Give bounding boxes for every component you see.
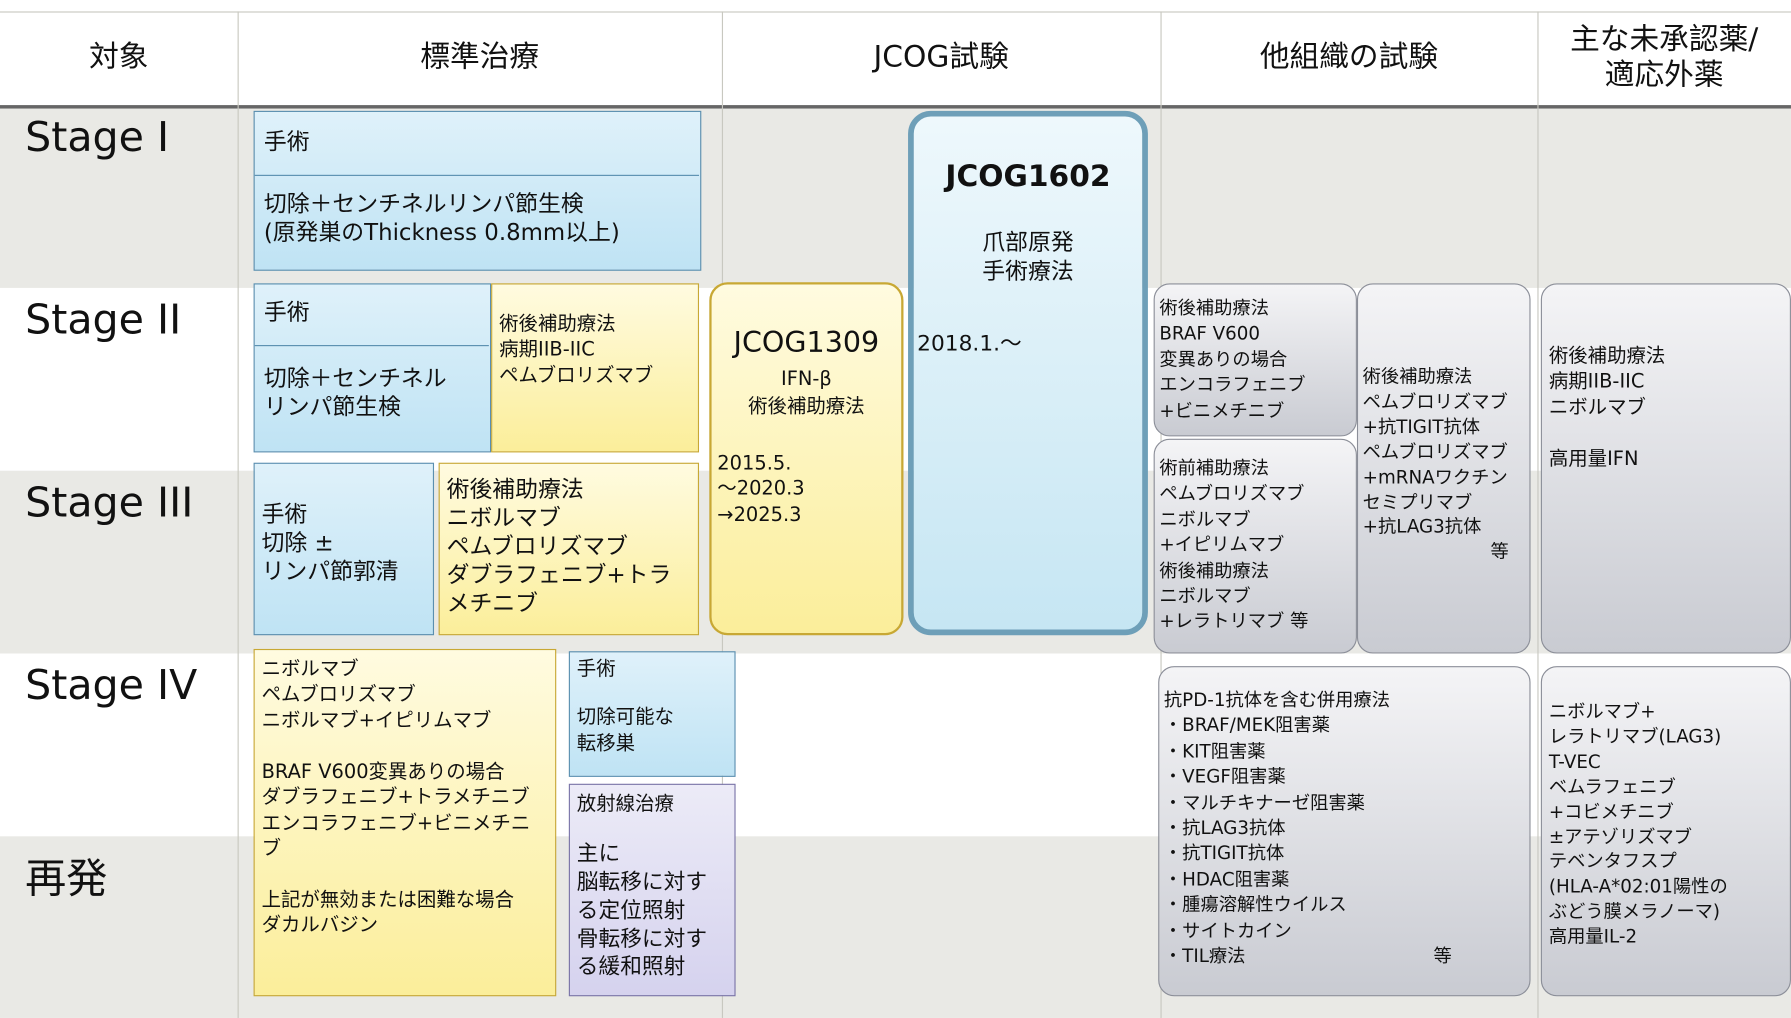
trial-box: JCOG1309 IFN-β 術後補助療法 2015.5. ～2020.3 →2… (709, 282, 904, 636)
box-text: 抗PD-1抗体を含む併用療法 ・BRAF/MEK阻害薬 ・KIT阻害薬 ・VEG… (1163, 688, 1390, 967)
box-text: 爪部原発 手術療法 (982, 228, 1074, 285)
trial-period: 2018.1.～ (917, 331, 1022, 357)
box-title: 手術 (263, 127, 310, 156)
box-note: 等 (1433, 944, 1452, 967)
trial-period: 2015.5. ～2020.3 →2025.3 (717, 452, 805, 527)
column-header: 主な未承認薬/ 適応外薬 (1570, 22, 1759, 93)
row-label: Stage II (25, 297, 182, 344)
box-title: 手術 (576, 658, 616, 681)
box-title: 手術 (263, 298, 310, 326)
trial-box: 術後補助療法 BRAF V600 変異ありの場合 エンコラフェニブ +ビニメチニ… (1153, 283, 1357, 437)
surgery-box: 手術 切除＋センチネル リンパ節生検 (253, 283, 492, 453)
row-label: 再発 (25, 855, 108, 903)
trial-id: JCOG1602 (945, 159, 1111, 195)
rule (0, 11, 1791, 13)
column-header: 他組織の試験 (1259, 40, 1439, 75)
box-text: 術後補助療法 (748, 395, 865, 419)
box-text: 切除＋センチネルリンパ節生検 (原発巣のThickness 0.8mm以上) (263, 189, 620, 246)
column-header: 対象 (89, 40, 149, 75)
box-note: 等 (1490, 540, 1509, 563)
box-text: 切除＋センチネル リンパ節生検 (263, 364, 447, 421)
surgery-box: 手術 切除可能な 転移巣 (568, 651, 736, 777)
drug-box: 術後補助療法 病期IIB-IIC ニボルマブ 高用量IFN (1540, 283, 1791, 654)
surgery-box: 手術 切除 ± リンパ節郭清 (253, 462, 435, 636)
rule (0, 105, 1791, 109)
row-label: Stage III (25, 479, 194, 527)
trial-id: JCOG1309 (733, 325, 880, 359)
box-title: 放射線治療 (576, 792, 674, 816)
column-header: 標準治療 (420, 40, 540, 75)
trial-box: 術前補助療法 ペムブロリズマブ ニボルマブ +イピリムマブ 術後補助療法 ニボル… (1153, 438, 1357, 654)
box-text: 切除可能な 転移巣 (576, 706, 674, 756)
box-text: 主に 脳転移に対する定位照射 骨転移に対する緩和照射 (576, 841, 708, 980)
adjuvant-box: 術後補助療法 ニボルマブ ペムブロリズマブ ダブラフェニブ+トラメチニブ (438, 462, 700, 636)
trial-box: 術後補助療法 ペムブロリズマブ +抗TIGIT抗体 ペムブロリズマブ +mRNA… (1356, 283, 1531, 654)
radiation-box: 放射線治療 主に 脳転移に対する定位照射 骨転移に対する緩和照射 (568, 783, 736, 997)
drug-box: ニボルマブ ペムブロリズマブ ニボルマブ+イピリムマブ BRAF V600変異あ… (253, 648, 557, 997)
column-line (237, 11, 239, 1018)
trial-box: 抗PD-1抗体を含む併用療法 ・BRAF/MEK阻害薬 ・KIT阻害薬 ・VEG… (1158, 666, 1531, 997)
column-line (1537, 11, 1539, 1018)
row-label: Stage I (25, 114, 170, 162)
divider (254, 345, 489, 347)
surgery-box: 手術 切除＋センチネルリンパ節生検 (原発巣のThickness 0.8mm以上… (253, 110, 702, 271)
adjuvant-box: 術後補助療法 病期IIB-IIC ペムブロリズマブ (491, 283, 700, 453)
column-header: JCOG試験 (873, 40, 1009, 75)
trial-box: JCOG1602 爪部原発 手術療法 2018.1.～ (908, 110, 1148, 636)
divider (254, 174, 700, 176)
row-label: Stage IV (25, 662, 198, 710)
box-text: IFN-β (780, 367, 832, 391)
box-text: 術後補助療法 ペムブロリズマブ +抗TIGIT抗体 ペムブロリズマブ +mRNA… (1362, 365, 1508, 538)
drug-box: ニボルマブ+ レラトリマブ(LAG3) T-VEC ベムラフェニブ +コビメチニ… (1540, 666, 1791, 997)
